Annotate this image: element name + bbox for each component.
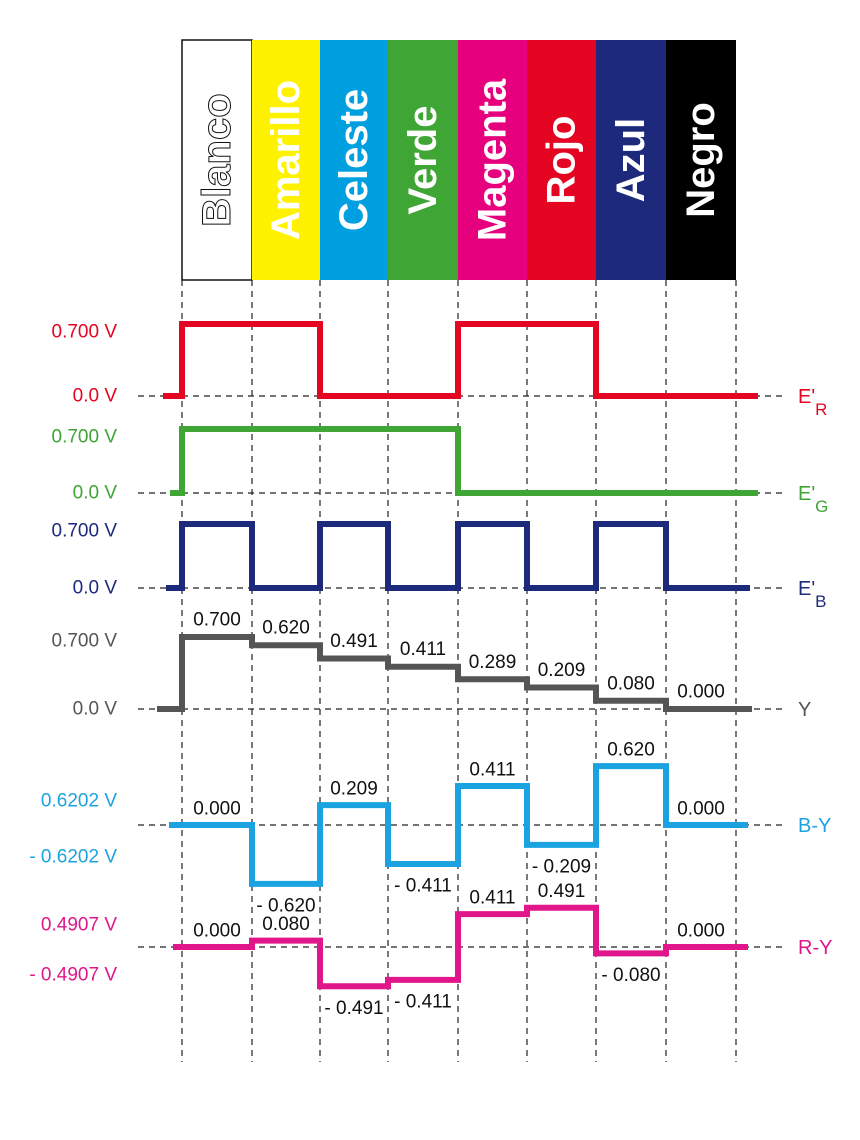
color-bar-label: Magenta (471, 78, 515, 241)
value-label: 0.411 (469, 759, 515, 780)
value-label: 0.411 (469, 888, 515, 909)
value-label: 0.491 (330, 631, 378, 652)
signal-name-subscript: G (815, 497, 828, 516)
value-label: - 0.209 (532, 856, 591, 877)
color-bar-label: Amarillo (264, 80, 308, 240)
voltage-label-bottom: 0.0 V (73, 699, 118, 720)
value-label: - 0.411 (394, 991, 452, 1012)
signal-name-main: R-Y (798, 937, 832, 959)
signal-waveform-y (157, 633, 752, 712)
voltage-label-bottom: - 0.6202 V (29, 847, 117, 868)
signal-name: R-Y (798, 937, 832, 959)
value-label: 0.000 (193, 921, 241, 942)
color-bar-rojo: Rojo (527, 40, 596, 280)
voltage-label-top: 0.4907 V (41, 915, 117, 936)
voltage-label-bottom: 0.0 V (73, 483, 118, 504)
voltage-label-top: 0.700 V (52, 521, 118, 542)
color-bar-negro: Negro (666, 40, 736, 280)
signal-er: 0.700 V 0.0 V E'R (52, 320, 827, 419)
value-label: - 0.620 (256, 895, 315, 916)
signal-name: E'R (798, 386, 827, 419)
color-bar-amarillo: Amarillo (252, 40, 320, 280)
value-label: 0.491 (538, 881, 586, 902)
color-bar-swatch (596, 40, 666, 280)
signal-name-main: E' (798, 483, 815, 505)
voltage-label-top: 0.700 V (52, 631, 118, 652)
value-label: 0.000 (677, 921, 725, 942)
color-bar-label: Celeste (332, 89, 376, 231)
signal-name-main: E' (798, 578, 815, 600)
color-bar-azul: Azul (596, 40, 666, 280)
value-label: 0.000 (193, 799, 241, 820)
value-label: 0.000 (677, 682, 725, 703)
signal-eg: 0.700 V 0.0 V E'G (52, 426, 828, 516)
value-label: - 0.411 (394, 876, 452, 897)
signal-name-main: Y (798, 699, 811, 721)
signal-name-main: B-Y (798, 815, 831, 837)
signal-ry: 0.4907 V - 0.4907 V R-Y 0.000 0.080 - 0.491 - … (29, 881, 832, 1019)
signal-waveform-ry (173, 904, 748, 990)
value-label: - 0.080 (601, 965, 660, 986)
color-bar-swatch (181, 39, 253, 281)
color-bar-blanco: Blanco (181, 39, 253, 281)
value-label: 0.000 (677, 799, 725, 820)
color-bar-swatch (320, 40, 388, 280)
color-bar-label: Azul (609, 118, 653, 202)
signal-name: Y (798, 699, 811, 721)
value-label: 0.620 (262, 618, 310, 639)
signal-y: 0.700 V 0.0 V Y 0.700 0.620 0.491 0.411 0.289 0.… (52, 609, 812, 721)
color-bars: Blanco Amarillo Celeste Verde Magenta Rojo Azu… (181, 39, 736, 281)
signal-name: B-Y (798, 815, 831, 837)
value-label: 0.209 (538, 660, 586, 681)
color-bar-swatch (458, 40, 527, 280)
voltage-label-bottom: 0.0 V (73, 578, 118, 599)
color-bar-swatch (388, 40, 458, 280)
color-bar-label: Rojo (540, 116, 584, 205)
color-bar-label: Verde (401, 106, 445, 215)
voltage-label-bottom: 0.0 V (73, 386, 118, 407)
signal-waveform-eb (166, 521, 750, 591)
signal-name-main: E' (798, 386, 815, 408)
color-bar-swatch (527, 40, 596, 280)
signal-eb: 0.700 V 0.0 V E'B (52, 521, 827, 611)
voltage-label-top: 0.700 V (52, 322, 118, 343)
value-label: 0.080 (607, 673, 655, 694)
color-bar-celeste: Celeste (320, 40, 388, 280)
value-label: - 0.491 (324, 998, 383, 1019)
color-bar-label: Negro (679, 102, 723, 218)
value-label: 0.289 (469, 652, 517, 673)
value-label: 0.080 (262, 914, 310, 935)
signal-waveforms: 0.700 V0.0 V E'R0.700 V0.0 V E'G0.700 V0.0… (29, 320, 832, 1019)
value-label: 0.411 (400, 639, 446, 660)
voltage-label-top: 0.700 V (52, 427, 118, 448)
signal-waveform-eg (170, 426, 758, 496)
color-bar-swatch (666, 40, 736, 280)
signal-name: E'B (798, 578, 827, 611)
signal-waveform-er (163, 320, 758, 399)
voltage-label-bottom: - 0.4907 V (29, 965, 117, 986)
voltage-label-top: 0.6202 V (41, 791, 117, 812)
color-bar-label: Blanco (195, 93, 239, 226)
signal-name: E'G (798, 483, 828, 516)
value-label: 0.209 (330, 779, 378, 800)
signal-by: 0.6202 V - 0.6202 V B-Y 0.000 - 0.620 0.209 - … (29, 740, 831, 917)
color-bar-swatch (252, 40, 320, 280)
signal-waveform-by (169, 763, 748, 887)
signal-name-subscript: R (815, 400, 827, 419)
value-label: 0.620 (607, 740, 655, 761)
color-bar-magenta: Magenta (458, 40, 527, 280)
color-bar-verde: Verde (388, 40, 458, 280)
signal-name-subscript: B (815, 592, 826, 611)
value-label: 0.700 (193, 609, 241, 630)
